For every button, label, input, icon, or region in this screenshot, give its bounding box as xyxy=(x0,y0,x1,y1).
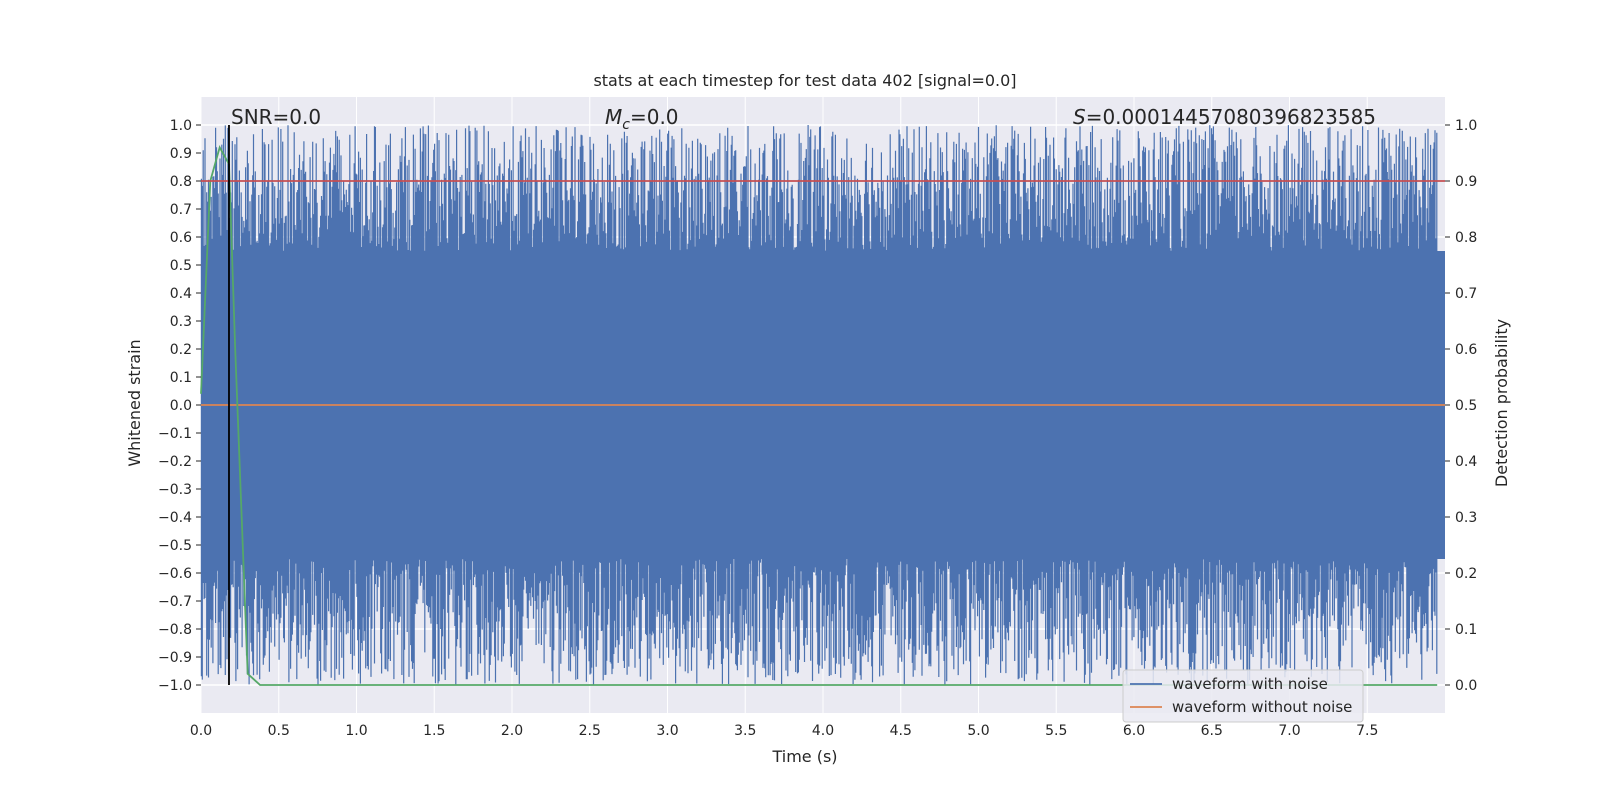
x-tick-label: 5.5 xyxy=(1045,723,1067,739)
x-tick-label: 2.0 xyxy=(501,723,523,739)
series-lines xyxy=(200,125,1445,686)
y-axis-label-right: Detection probability xyxy=(1492,319,1511,487)
legend-box xyxy=(1122,669,1364,723)
noise-trace xyxy=(200,125,1438,685)
left-tick-label: 0.4 xyxy=(170,286,192,302)
x-axis-label: Time (s) xyxy=(771,747,837,766)
right-axis: 1.0 0.9 0.8 0.7 0.6 0.5 0.4 0.3 0.2 0.1 0.0 xyxy=(1445,118,1477,694)
left-tick-label: 0.3 xyxy=(170,314,192,330)
chart-title: stats at each timestep for test data 402… xyxy=(593,71,1016,90)
left-tick-label: −0.9 xyxy=(158,650,192,666)
x-tick-label: 7.0 xyxy=(1278,723,1300,739)
x-tick-label: 1.0 xyxy=(345,723,367,739)
right-tick-label: 0.1 xyxy=(1455,622,1477,638)
snr-annotation: SNR=0.0 xyxy=(231,105,321,129)
x-tick-label: 7.5 xyxy=(1356,723,1378,739)
x-tick-label: 4.5 xyxy=(890,723,912,739)
x-tick-label: 0.5 xyxy=(268,723,290,739)
legend: waveform with noise waveform without noi… xyxy=(1122,669,1364,723)
left-tick-label: −1.0 xyxy=(158,678,192,694)
right-tick-label: 0.4 xyxy=(1455,454,1477,470)
left-tick-label: 0.0 xyxy=(170,398,192,414)
x-tick-label: 0.0 xyxy=(190,723,212,739)
left-axis: 1.0 0.9 0.8 0.7 0.6 0.5 0.4 0.3 0.2 0.1 0.0 −0.1 −0.… xyxy=(158,118,201,694)
right-tick-label: 0.8 xyxy=(1455,230,1477,246)
left-tick-label: 0.5 xyxy=(170,258,192,274)
right-tick-label: 0.0 xyxy=(1455,678,1477,694)
left-tick-label: 0.1 xyxy=(170,370,192,386)
left-tick-label: 1.0 xyxy=(170,118,192,134)
left-tick-label: −0.6 xyxy=(158,566,192,582)
left-tick-label: 0.9 xyxy=(170,146,192,162)
s-annotation: S=0.00014457080396823585 xyxy=(1073,105,1376,129)
x-tick-label: 3.5 xyxy=(734,723,756,739)
left-tick-label: −0.7 xyxy=(158,594,192,610)
right-tick-label: 0.5 xyxy=(1455,398,1477,414)
left-tick-label: −0.1 xyxy=(158,426,192,442)
left-tick-label: 0.6 xyxy=(170,230,192,246)
legend-label-clean: waveform without noise xyxy=(1172,698,1352,716)
x-tick-label: 6.5 xyxy=(1201,723,1223,739)
left-tick-label: 0.7 xyxy=(170,202,192,218)
right-tick-label: 0.9 xyxy=(1455,174,1477,190)
right-tick-label: 0.7 xyxy=(1455,286,1477,302)
mc-annotation: Mc=0.0 xyxy=(605,105,679,133)
left-tick-label: 0.8 xyxy=(170,174,192,190)
x-tick-label: 3.0 xyxy=(656,723,678,739)
y-axis-label-left: Whitened strain xyxy=(125,339,144,466)
right-tick-label: 1.0 xyxy=(1455,118,1477,134)
left-tick-label: −0.3 xyxy=(158,482,192,498)
left-tick-label: −0.2 xyxy=(158,454,192,470)
x-tick-label: 2.5 xyxy=(579,723,601,739)
x-tick-label: 6.0 xyxy=(1123,723,1145,739)
right-tick-label: 0.3 xyxy=(1455,510,1477,526)
x-tick-label: 4.0 xyxy=(812,723,834,739)
x-tick-label: 5.0 xyxy=(967,723,989,739)
series-detection-probability xyxy=(200,145,1438,686)
legend-label-noise: waveform with noise xyxy=(1172,675,1328,693)
x-axis: 0.0 0.5 1.0 1.5 2.0 2.5 3.0 3.5 4.0 4.5 5.0 5.5 6.0 6… xyxy=(190,723,1379,739)
left-tick-label: −0.4 xyxy=(158,510,192,526)
right-tick-label: 0.6 xyxy=(1455,342,1477,358)
x-tick-label: 1.5 xyxy=(423,723,445,739)
right-tick-label: 0.2 xyxy=(1455,566,1477,582)
left-tick-label: 0.2 xyxy=(170,342,192,358)
left-tick-label: −0.8 xyxy=(158,622,192,638)
left-tick-label: −0.5 xyxy=(158,538,192,554)
